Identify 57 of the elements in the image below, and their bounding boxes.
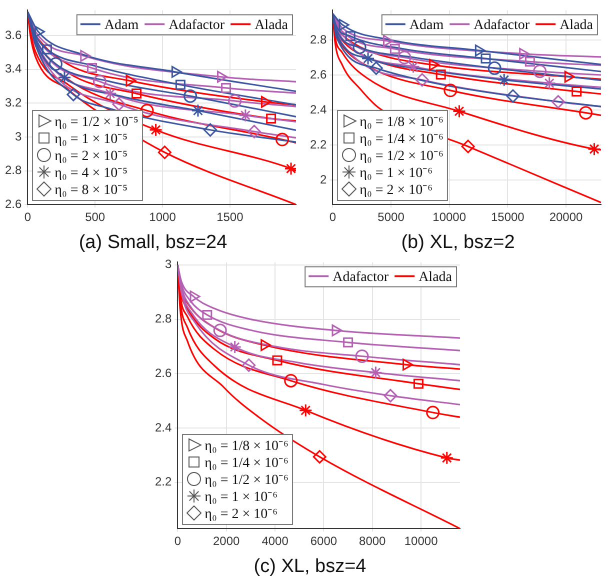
y-tick-label: 2.6	[154, 366, 172, 380]
legend-label: Adafactor	[168, 18, 225, 33]
y-tick-label: 2.8	[310, 32, 327, 46]
text: (c) XL, bsz=4	[252, 556, 368, 578]
y-tick-label: 3.2	[4, 95, 22, 110]
annotation: η₀ = 1/8 × 10⁻⁶	[204, 438, 288, 456]
x-tick-label: 1500	[216, 210, 244, 224]
y-tick-label: 2.8	[154, 312, 172, 326]
y-tick-label: 2.4	[154, 420, 172, 434]
annotation: η₀ = 1/4 × 10⁻⁶	[204, 456, 288, 472]
annotation: η₀ = 4 × 10⁻⁵	[54, 166, 128, 182]
annotation: η₀ = 1 × 10⁻⁶	[360, 166, 433, 182]
x-tick-label: 500	[85, 210, 106, 224]
x-tick-label: 2000	[213, 534, 240, 548]
y-tick-label: 3	[14, 129, 22, 144]
x-tick-label: 10000	[404, 534, 438, 548]
text: (a) Small, bsz=24	[78, 232, 228, 254]
annotation: η₀ = 1/2 × 10⁻⁶	[360, 149, 444, 164]
legend-label: Adam	[104, 18, 139, 33]
x-tick-label: 15000	[490, 210, 525, 224]
x-tick-label: 0	[24, 210, 32, 224]
y-tick-label: 2.6	[4, 196, 22, 211]
annotation: η₀ = 1 × 10⁻⁶	[204, 490, 278, 506]
y-tick-label: 3	[164, 257, 172, 272]
annotation: η₀ = 2 × 10⁻⁶	[360, 183, 433, 198]
x-tick-label: 8000	[359, 534, 386, 548]
legend-label: Adafactor	[474, 18, 530, 33]
legend-label: Alada	[254, 18, 289, 33]
legend-label: Alada	[418, 270, 453, 285]
annotation: η₀ = 1/4 × 10⁻⁶	[360, 132, 444, 148]
y-tick-label: 3.4	[4, 62, 22, 76]
x-tick-label: 1000	[149, 210, 176, 224]
legend-label: Alada	[560, 18, 594, 33]
x-tick-label: 6000	[310, 534, 338, 548]
y-tick-label: 3.6	[4, 28, 22, 42]
x-tick-label: 20000	[549, 210, 584, 224]
annotation: η₀ = 2 × 10⁻⁶	[204, 507, 278, 522]
y-tick-label: 2	[320, 172, 327, 186]
annotation: η₀ = 1/2 × 10⁻⁶	[204, 473, 288, 488]
x-tick-label: 0	[329, 210, 336, 224]
x-tick-label: 4000	[262, 534, 289, 548]
annotation: η₀ = 2 × 10⁻⁵	[54, 149, 128, 164]
annotation: η₀ = 1/8 × 10⁻⁶	[360, 114, 444, 132]
annotation: η₀ = 1 × 10⁻⁵	[54, 132, 128, 148]
y-tick-label: 2.8	[4, 163, 22, 178]
x-tick-label: 10000	[432, 210, 466, 224]
y-tick-label: 2.4	[310, 102, 327, 116]
legend-label: Adafactor	[332, 270, 389, 285]
annotation: η₀ = 1/2 × 10⁻⁵	[54, 114, 138, 132]
x-tick-label: 0	[174, 534, 182, 548]
annotation: η₀ = 8 × 10⁻⁵	[54, 183, 128, 198]
y-tick-label: 2.6	[310, 67, 327, 82]
x-tick-label: 5000	[378, 210, 405, 224]
y-tick-label: 2.2	[154, 474, 172, 489]
legend-label: Adam	[409, 18, 444, 33]
text: (b) XL, bsz=2	[400, 232, 516, 254]
y-tick-label: 2.2	[310, 137, 327, 152]
